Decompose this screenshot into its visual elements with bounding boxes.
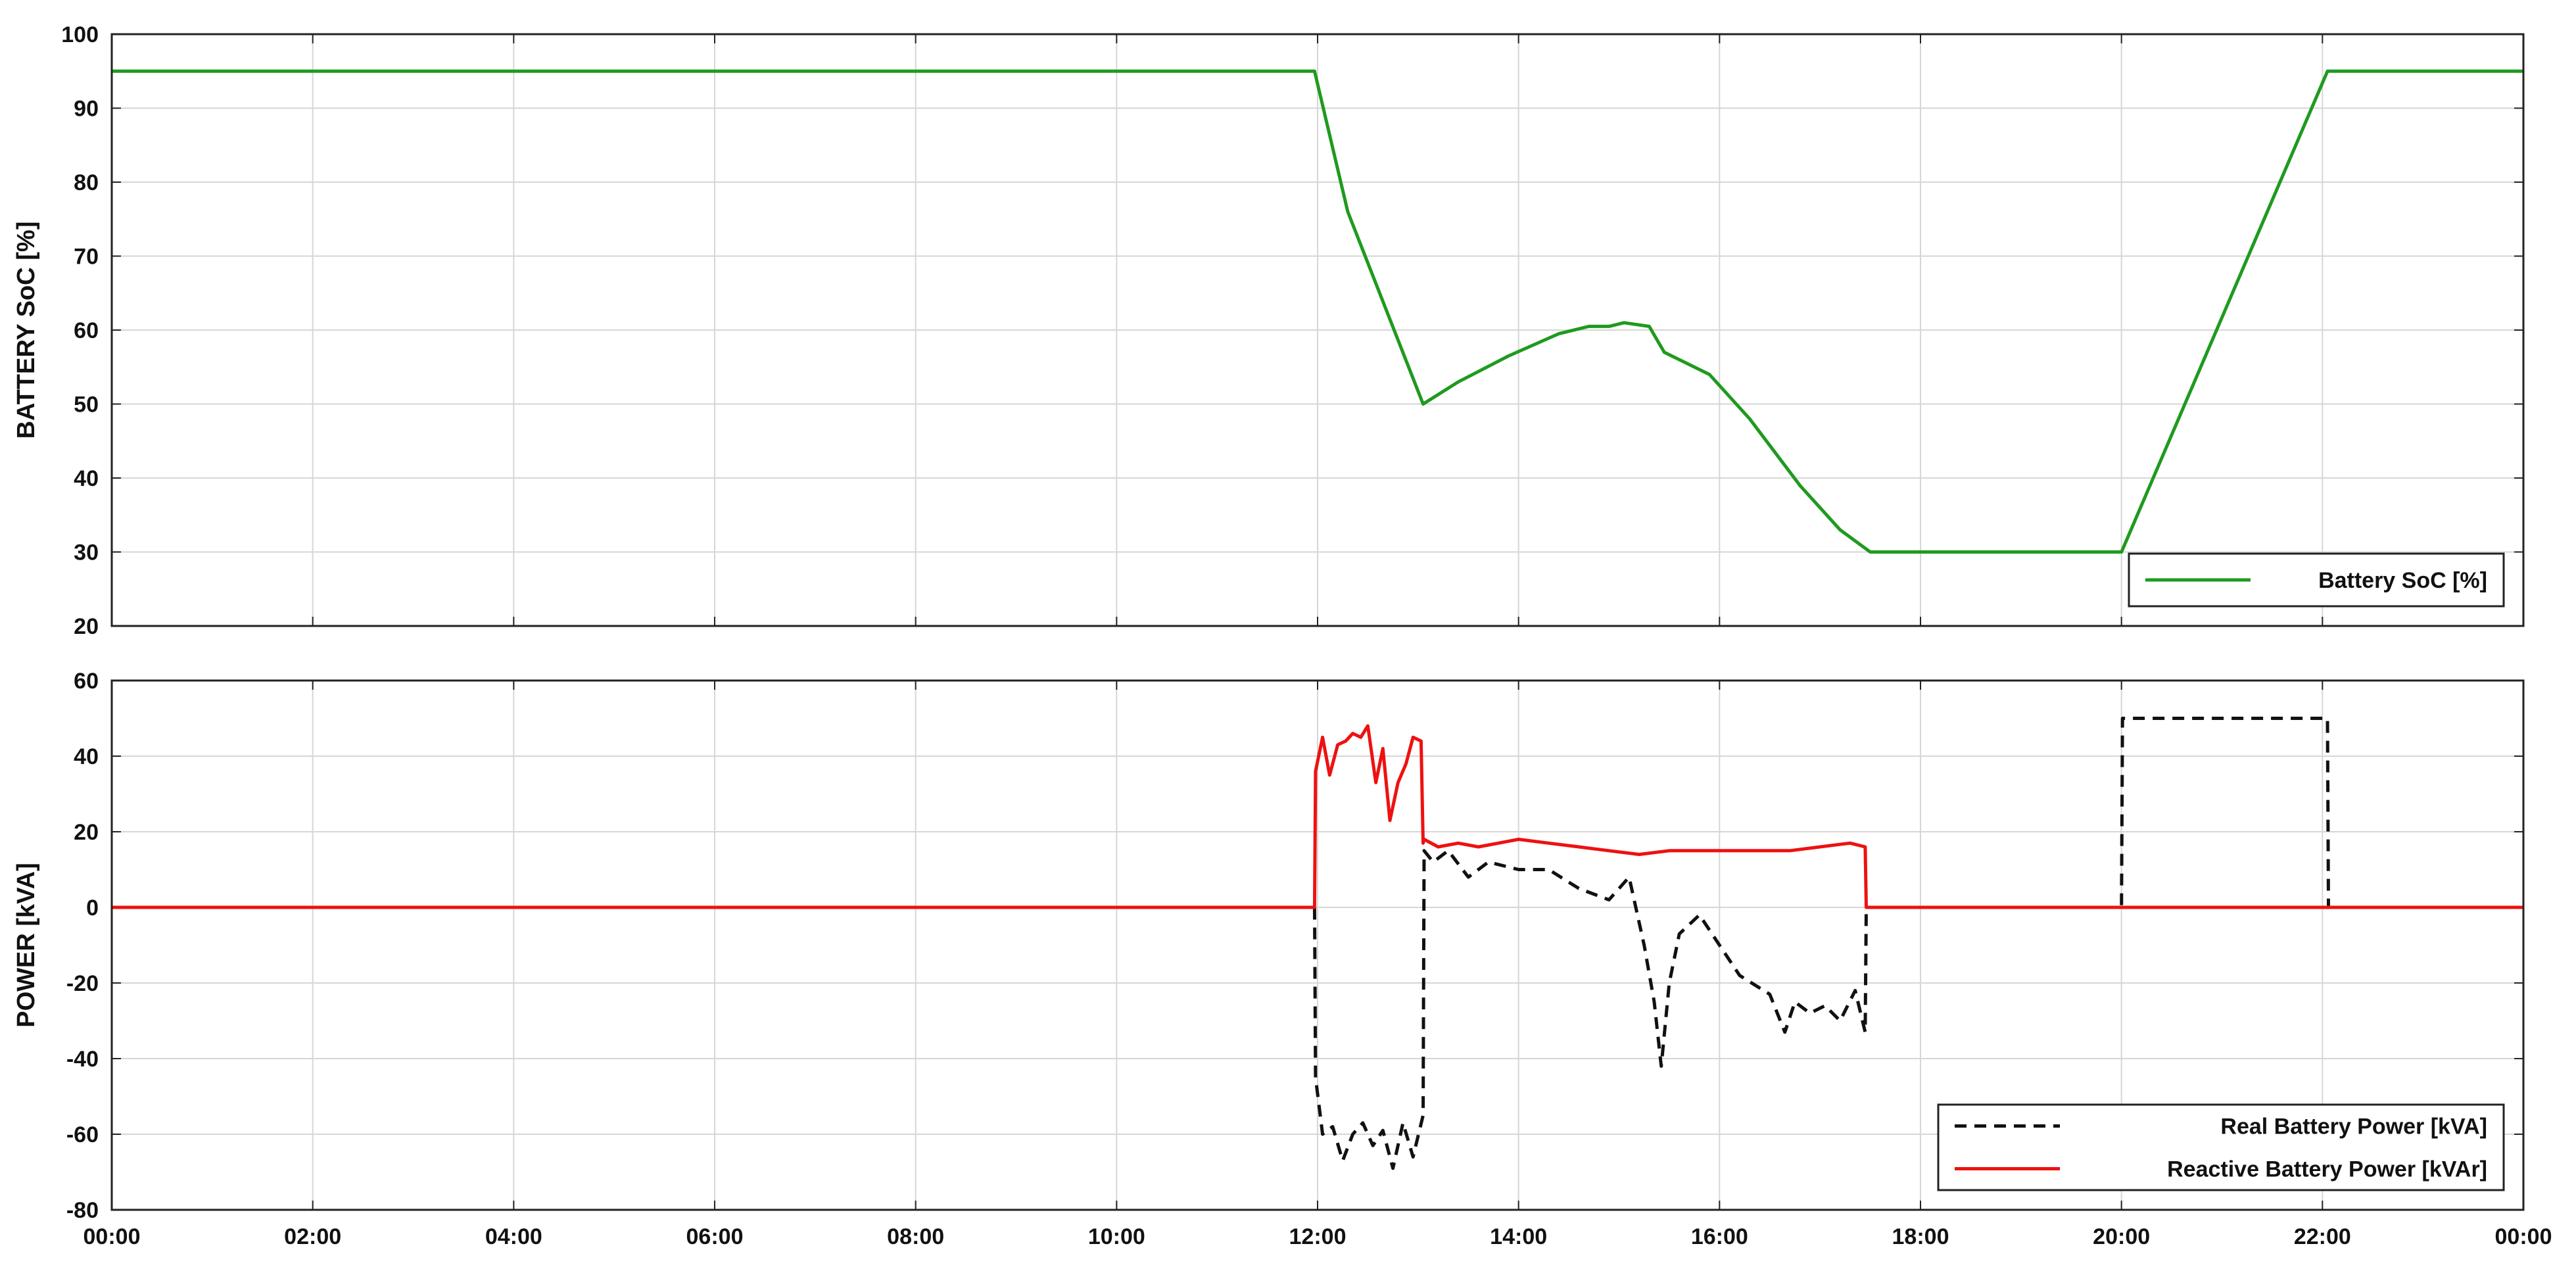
y-tick-label: 60 (74, 318, 99, 343)
y-tick-label: 40 (74, 744, 99, 769)
legend: Real Battery Power [kVA] Reactive Battery… (1937, 1103, 2505, 1191)
y-tick-label: 20 (74, 820, 99, 845)
legend-box (1937, 1103, 2505, 1191)
y-tick-label: -40 (66, 1047, 99, 1072)
x-tick-label: 14:00 (1490, 1224, 1547, 1249)
y-tick-label: 70 (74, 245, 99, 270)
x-tick-label: 10:00 (1088, 1224, 1145, 1249)
y-tick-label: 40 (74, 466, 99, 491)
y-tick-label: 100 (61, 22, 99, 47)
x-tick-label: 22:00 (2294, 1224, 2351, 1249)
y-tick-label: -20 (66, 971, 99, 996)
y-tick-label: 50 (74, 393, 99, 418)
y-tick-label: 20 (74, 614, 99, 639)
x-tick-label: 04:00 (485, 1224, 542, 1249)
y-tick-label: 90 (74, 97, 99, 122)
y-tick-label: 30 (74, 540, 99, 565)
y-tick-label: 60 (74, 669, 99, 694)
x-tick-label: 16:00 (1691, 1224, 1748, 1249)
x-tick-label: 20:00 (2093, 1224, 2150, 1249)
y-tick-label: 80 (74, 170, 99, 195)
x-tick-label: 00:00 (83, 1224, 141, 1249)
legend-label-0: Real Battery Power [kVA] (2220, 1114, 2487, 1139)
x-tick-label: 12:00 (1289, 1224, 1347, 1249)
x-tick-label: 00:00 (2495, 1224, 2552, 1249)
soc-panel: 20 30 40 50 60 70 80 90 100 BATTERY SoC [%] Batter… (12, 22, 2525, 639)
series-line-0 (112, 717, 2523, 1170)
x-tick-label: 18:00 (1892, 1224, 1949, 1249)
series-line-1 (112, 724, 2523, 909)
y-tick-label: -60 (66, 1122, 99, 1147)
plot-area-frame (110, 679, 2525, 1211)
legend-label-1: Reactive Battery Power [kVAr] (2167, 1157, 2487, 1182)
x-tick-label: 06:00 (686, 1224, 744, 1249)
y-tick-label: 0 (86, 896, 99, 921)
power-panel: 00:00 02:00 04:00 06:00 08:00 10:00 12:00 14:00… (12, 669, 2552, 1249)
plot-area-frame (110, 33, 2525, 627)
y-tick-label: -80 (66, 1198, 99, 1223)
x-tick-label: 08:00 (887, 1224, 944, 1249)
series-line-0 (112, 69, 2523, 554)
legend-label-0: Battery SoC [%] (2318, 568, 2487, 593)
y-axis-label: BATTERY SoC [%] (12, 222, 40, 439)
x-tick-label: 02:00 (284, 1224, 341, 1249)
y-axis-label: POWER [kVA] (12, 863, 40, 1028)
legend: Battery SoC [%] (2128, 552, 2505, 608)
